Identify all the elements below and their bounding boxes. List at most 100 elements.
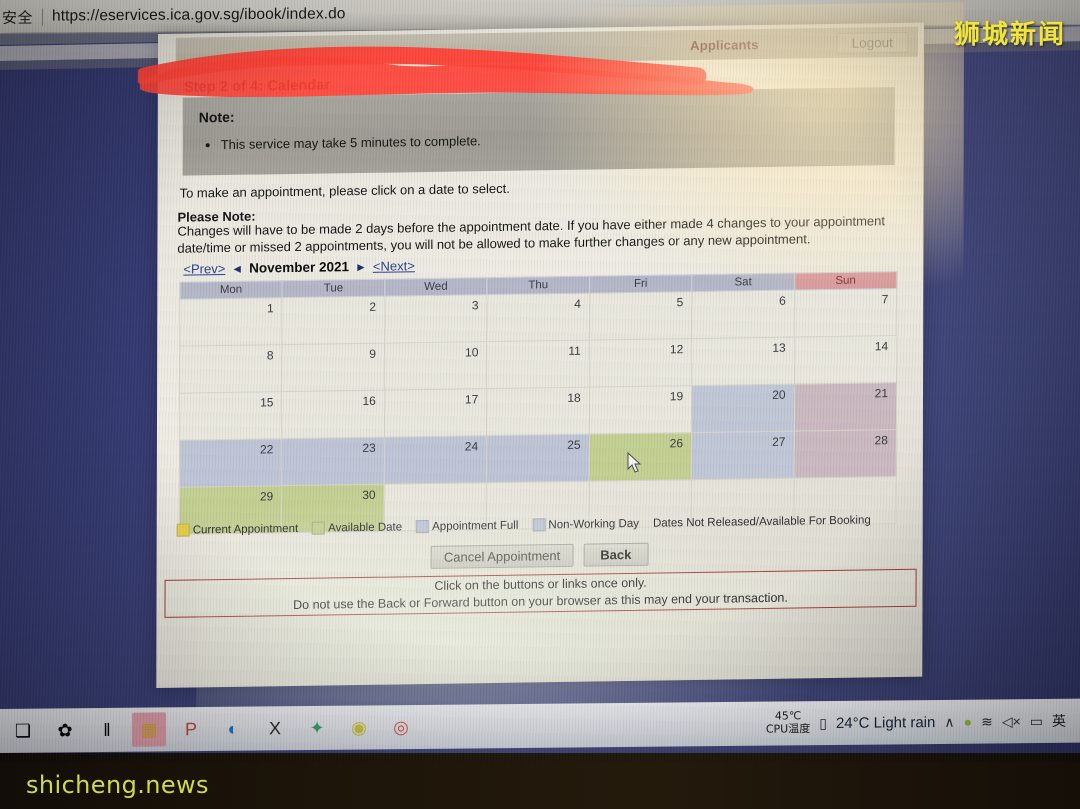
- calendar-header-fri: Fri: [589, 274, 692, 294]
- calendar-day-7: 7: [794, 288, 897, 338]
- calendar-day-20: 20: [691, 384, 795, 433]
- mouse-cursor-icon: [627, 452, 642, 473]
- prev-arrow-icon[interactable]: ◄: [231, 261, 244, 276]
- calendar-day-17: 17: [384, 388, 487, 438]
- calendar-day-1: 1: [179, 297, 283, 347]
- calendar-day-6: 6: [691, 290, 795, 339]
- month-label: November 2021: [249, 259, 350, 276]
- calendar-header-wed: Wed: [384, 277, 488, 297]
- legend-item: Current Appointment: [176, 522, 299, 537]
- calendar-day-18: 18: [486, 387, 590, 436]
- warning-line-2: Do not use the Back or Forward button on…: [293, 590, 788, 612]
- calendar-day-21: 21: [793, 382, 897, 432]
- wps-icon[interactable]: ✦: [309, 717, 325, 738]
- calendar-header-sun: Sun: [794, 271, 897, 291]
- calendar-day-22: 22: [179, 438, 282, 488]
- warning-box: Click on the buttons or links once only.…: [164, 568, 917, 618]
- calendar-day-3: 3: [384, 294, 488, 344]
- battery-tray-icon[interactable]: ▭: [1029, 712, 1043, 729]
- calendar-day-19: 19: [589, 385, 692, 435]
- calendar-day-12: 12: [589, 338, 692, 388]
- legend-swatch: [532, 518, 546, 532]
- note-heading: Note:: [198, 108, 235, 126]
- note-bullet: This service may take 5 minutes to compl…: [221, 127, 895, 152]
- make-appointment-instruction: To make an appointment, please click on …: [179, 180, 510, 201]
- chrome-icon[interactable]: ◎: [393, 716, 409, 737]
- legend-swatch: [176, 523, 190, 537]
- legend-label: Dates Not Released/Available For Booking: [652, 513, 871, 530]
- site-header: Applicants Logout: [175, 26, 918, 68]
- powerpoint-icon[interactable]: P: [184, 718, 197, 739]
- logout-button[interactable]: Logout: [836, 31, 908, 54]
- calendar-day-4: 4: [486, 293, 590, 342]
- calendar-day-8: 8: [179, 344, 283, 394]
- edge-browser-icon[interactable]: ◐: [227, 718, 239, 739]
- calendar-day-5: 5: [589, 291, 692, 341]
- legend-item: Available Date: [312, 520, 403, 535]
- legend-label: Non-Working Day: [548, 517, 639, 531]
- chevron-up-icon[interactable]: ∧: [944, 713, 955, 730]
- watermark-top-right: 狮城新闻: [953, 20, 1066, 50]
- tray-app-icon[interactable]: ●: [963, 713, 973, 730]
- calendar-day-16: 16: [281, 390, 385, 439]
- legend-swatch: [312, 521, 326, 535]
- page-title: Step 2 of 4: Calendar: [183, 77, 331, 96]
- volume-muted-icon[interactable]: ◁×: [1001, 712, 1021, 729]
- weather-temp: 24°C: [835, 714, 870, 732]
- weather-widget[interactable]: 24°C Light rain: [836, 714, 935, 732]
- next-month-link[interactable]: <Next>: [372, 258, 415, 274]
- photo-bottom-strip: [0, 753, 1080, 809]
- legend-label: Appointment Full: [432, 519, 519, 533]
- gallery-app-icon[interactable]: ▦: [132, 712, 166, 747]
- security-label: 安全: [2, 8, 34, 27]
- system-tray[interactable]: 45℃ CPU温度 ▯ 24°C Light rain ∧ ● ≋ ◁× ▭ 英: [766, 708, 1074, 736]
- app-icon-yellow[interactable]: ◉: [351, 716, 367, 738]
- month-navigation: <Prev> ◄ November 2021 ► <Next>: [183, 258, 414, 276]
- cpu-temperature-widget[interactable]: 45℃ CPU温度: [765, 710, 811, 737]
- calendar-header-sat: Sat: [691, 273, 795, 292]
- calendar-day-10: 10: [384, 341, 487, 391]
- note-box: Note: This service may take 5 minutes to…: [182, 87, 895, 176]
- back-button[interactable]: Back: [583, 542, 649, 567]
- excel-icon[interactable]: X: [268, 717, 281, 738]
- please-note-body: Changes will have to be made 2 days befo…: [177, 213, 886, 256]
- calendar-header-mon: Mon: [179, 280, 283, 300]
- calendar-day-14: 14: [794, 335, 897, 385]
- legend-label: Current Appointment: [192, 522, 299, 536]
- calendar-day-11: 11: [486, 340, 590, 389]
- cancel-appointment-button[interactable]: Cancel Appointment: [430, 543, 574, 569]
- prev-month-link[interactable]: <Prev>: [183, 261, 226, 277]
- calendar-header-thu: Thu: [487, 276, 590, 295]
- calendar-day-15: 15: [179, 391, 282, 441]
- web-page: Applicants Logout Step 2 of 4: Calendar …: [137, 2, 965, 718]
- fan-control-icon[interactable]: ✿: [57, 719, 73, 740]
- legend-swatch: [416, 519, 430, 534]
- button-row: Cancel Appointment Back: [157, 539, 923, 573]
- windows-taskbar[interactable]: ❏ ✿ ‖ ▦ P ◐ X ✦ ◉ ◎ 45℃ CPU温度 ▯ 24°C Light rain ∧…: [0, 698, 1080, 753]
- calendar-body[interactable]: 1 2 3 4 5 6 7 8 9 10 11 12 13 14 15 16 17 18 19 20 21 22 23 24 2…: [179, 288, 897, 535]
- watermark-bottom-left: shicheng.news: [26, 771, 209, 799]
- ime-indicator[interactable]: 英: [1052, 713, 1066, 730]
- calendar-table[interactable]: Mon Tue Wed Thu Fri Sat Sun 1 2 3 4 5 6 7 8 9 10 11 12 13 1…: [179, 271, 898, 535]
- battery-icon[interactable]: ▯: [819, 714, 827, 731]
- calendar-header-tue: Tue: [282, 279, 385, 298]
- legend-label: Available Date: [328, 520, 403, 534]
- next-arrow-icon[interactable]: ►: [354, 259, 367, 274]
- url-text[interactable]: https://eservices.ica.gov.sg/ibook/index…: [52, 5, 346, 25]
- weather-desc: Light rain: [873, 713, 936, 732]
- calendar-day-27: 27: [691, 431, 794, 480]
- legend-item: Appointment Full: [416, 519, 518, 534]
- calendar-day-24: 24: [384, 435, 487, 485]
- applicants-heading: Applicants: [690, 36, 759, 53]
- calendar-day-2: 2: [282, 296, 385, 345]
- screen-photo: 安全 https://eservices.ica.gov.sg/ibook/in…: [0, 0, 1080, 762]
- cpu-temp-label: CPU温度: [765, 722, 811, 736]
- divider-icon: [42, 8, 44, 26]
- divider-icon[interactable]: ‖: [103, 719, 111, 740]
- legend-item: Non-Working Day: [532, 517, 639, 532]
- calendar-day-28: 28: [793, 429, 897, 479]
- task-view-icon[interactable]: ❏: [14, 720, 32, 741]
- calendar-day-9: 9: [281, 343, 385, 392]
- calendar-day-25: 25: [486, 434, 590, 483]
- wifi-icon[interactable]: ≋: [981, 712, 993, 730]
